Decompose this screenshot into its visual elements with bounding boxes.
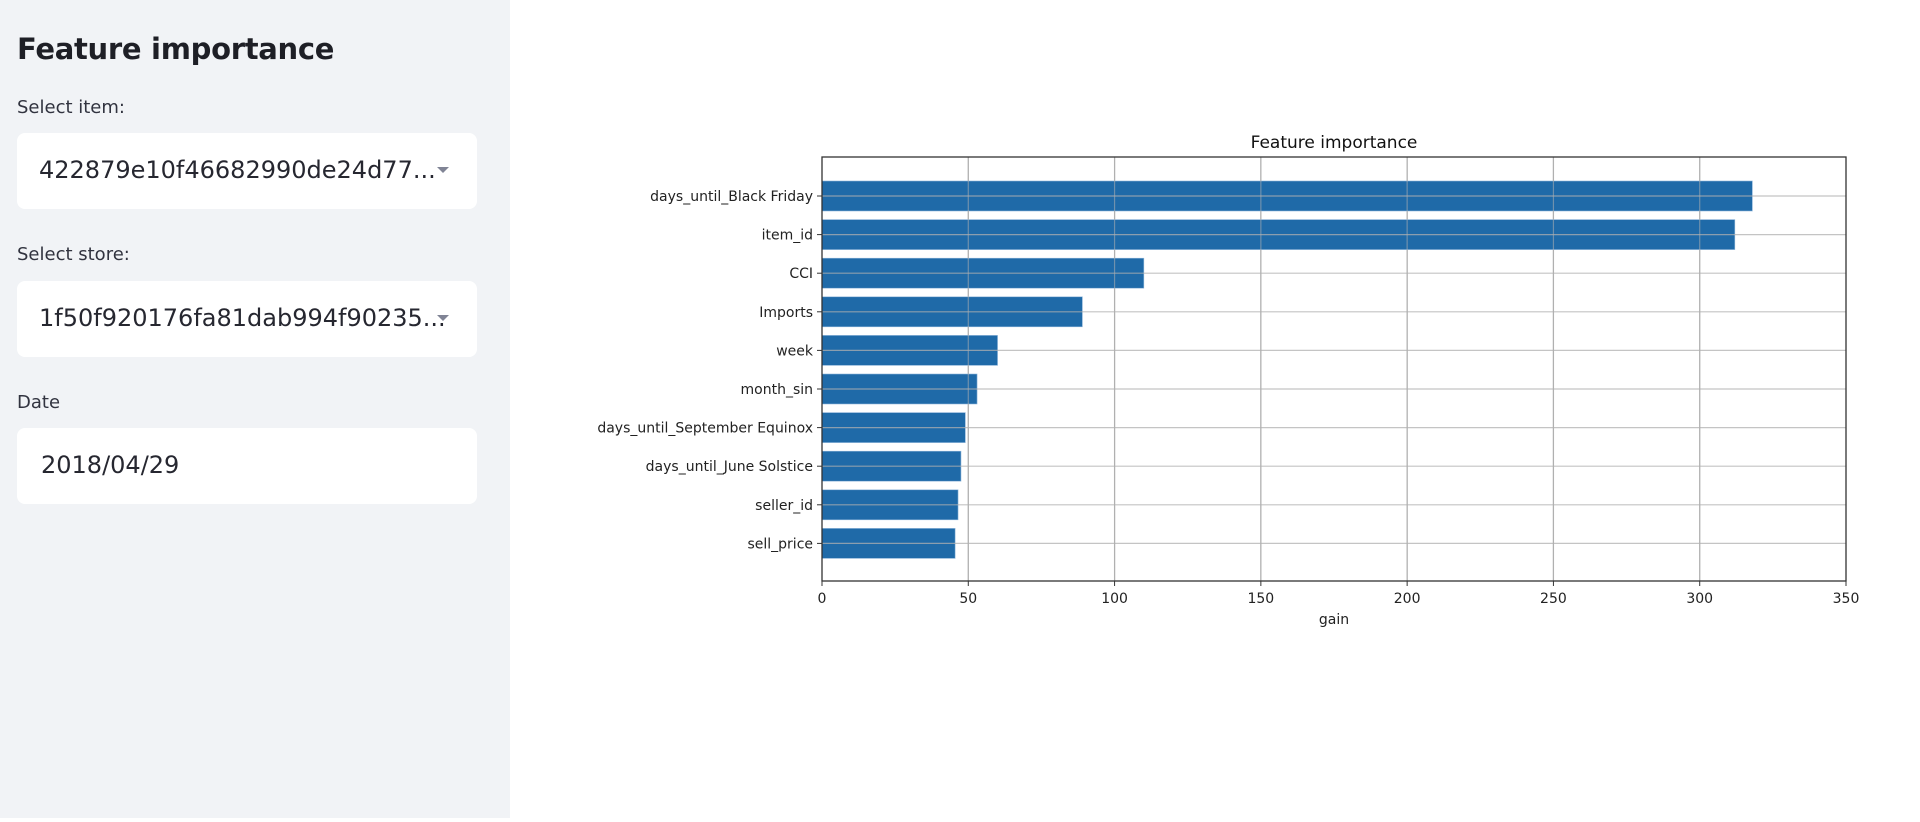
y-tick-label: month_sin: [741, 382, 814, 398]
chart-bars: [821, 180, 1753, 559]
date-input[interactable]: 2018/04/29: [17, 428, 477, 504]
y-tick-label: CCI: [789, 266, 813, 282]
chart-title: Feature importance: [1251, 133, 1418, 153]
x-tick-label: 200: [1394, 591, 1421, 607]
chevron-down-icon[interactable]: [437, 167, 449, 173]
item-select-label: Select item:: [17, 97, 125, 118]
y-tick-label: Imports: [759, 305, 813, 321]
chevron-down-icon[interactable]: [437, 315, 449, 321]
y-tick-label: sell_price: [747, 536, 813, 552]
y-tick-label: days_until_Black Friday: [650, 189, 813, 205]
chart-y-axis-ticks: days_until_Black Friday item_id CCI Imports…: [597, 189, 822, 552]
item-select[interactable]: 422879e10f46682990de24d77...: [17, 133, 477, 209]
x-tick-label: 350: [1833, 591, 1860, 607]
x-tick-label: 150: [1247, 591, 1274, 607]
chart-grid-overlay: [822, 157, 1846, 581]
store-select[interactable]: 1f50f920176fa81dab994f90235...: [17, 281, 477, 357]
store-select-value: 1f50f920176fa81dab994f90235...: [39, 304, 446, 332]
y-tick-label: days_until_September Equinox: [597, 421, 813, 437]
x-tick-label: 250: [1540, 591, 1567, 607]
main-content: days_until_Black Friday item_id CCI Imports…: [510, 0, 1920, 818]
chart-x-axis-label: gain: [1319, 612, 1349, 628]
chart-x-axis-ticks: 0 50 100 150 200 250 300 350: [818, 581, 1860, 607]
x-tick-label: 50: [959, 591, 977, 607]
y-tick-label: week: [776, 343, 814, 359]
y-tick-label: days_until_June Solstice: [646, 459, 813, 475]
sidebar: Feature importance Select item: 422879e1…: [0, 0, 510, 818]
store-select-label: Select store:: [17, 244, 130, 265]
x-tick-label: 300: [1686, 591, 1713, 607]
date-label: Date: [17, 392, 61, 413]
item-select-value: 422879e10f46682990de24d77...: [39, 156, 436, 184]
y-tick-label: seller_id: [755, 498, 813, 514]
x-tick-label: 100: [1101, 591, 1128, 607]
y-tick-label: item_id: [762, 228, 813, 244]
x-tick-label: 0: [818, 591, 827, 607]
date-input-value: 2018/04/29: [41, 451, 180, 479]
sidebar-title: Feature importance: [17, 32, 335, 66]
feature-importance-chart: days_until_Black Friday item_id CCI Imports…: [597, 133, 1860, 628]
chart-frame: [821, 156, 1847, 582]
